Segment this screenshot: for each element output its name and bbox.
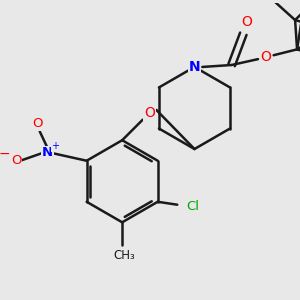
- Text: N: N: [189, 60, 200, 74]
- Text: CH₃: CH₃: [113, 249, 135, 262]
- Text: O: O: [11, 154, 22, 167]
- Text: O: O: [260, 50, 271, 64]
- Text: N: N: [42, 146, 53, 159]
- Text: O: O: [241, 15, 252, 29]
- Text: −: −: [0, 147, 11, 161]
- Text: O: O: [32, 117, 43, 130]
- Text: +: +: [51, 141, 59, 151]
- Text: O: O: [144, 106, 155, 120]
- Text: Cl: Cl: [186, 200, 200, 213]
